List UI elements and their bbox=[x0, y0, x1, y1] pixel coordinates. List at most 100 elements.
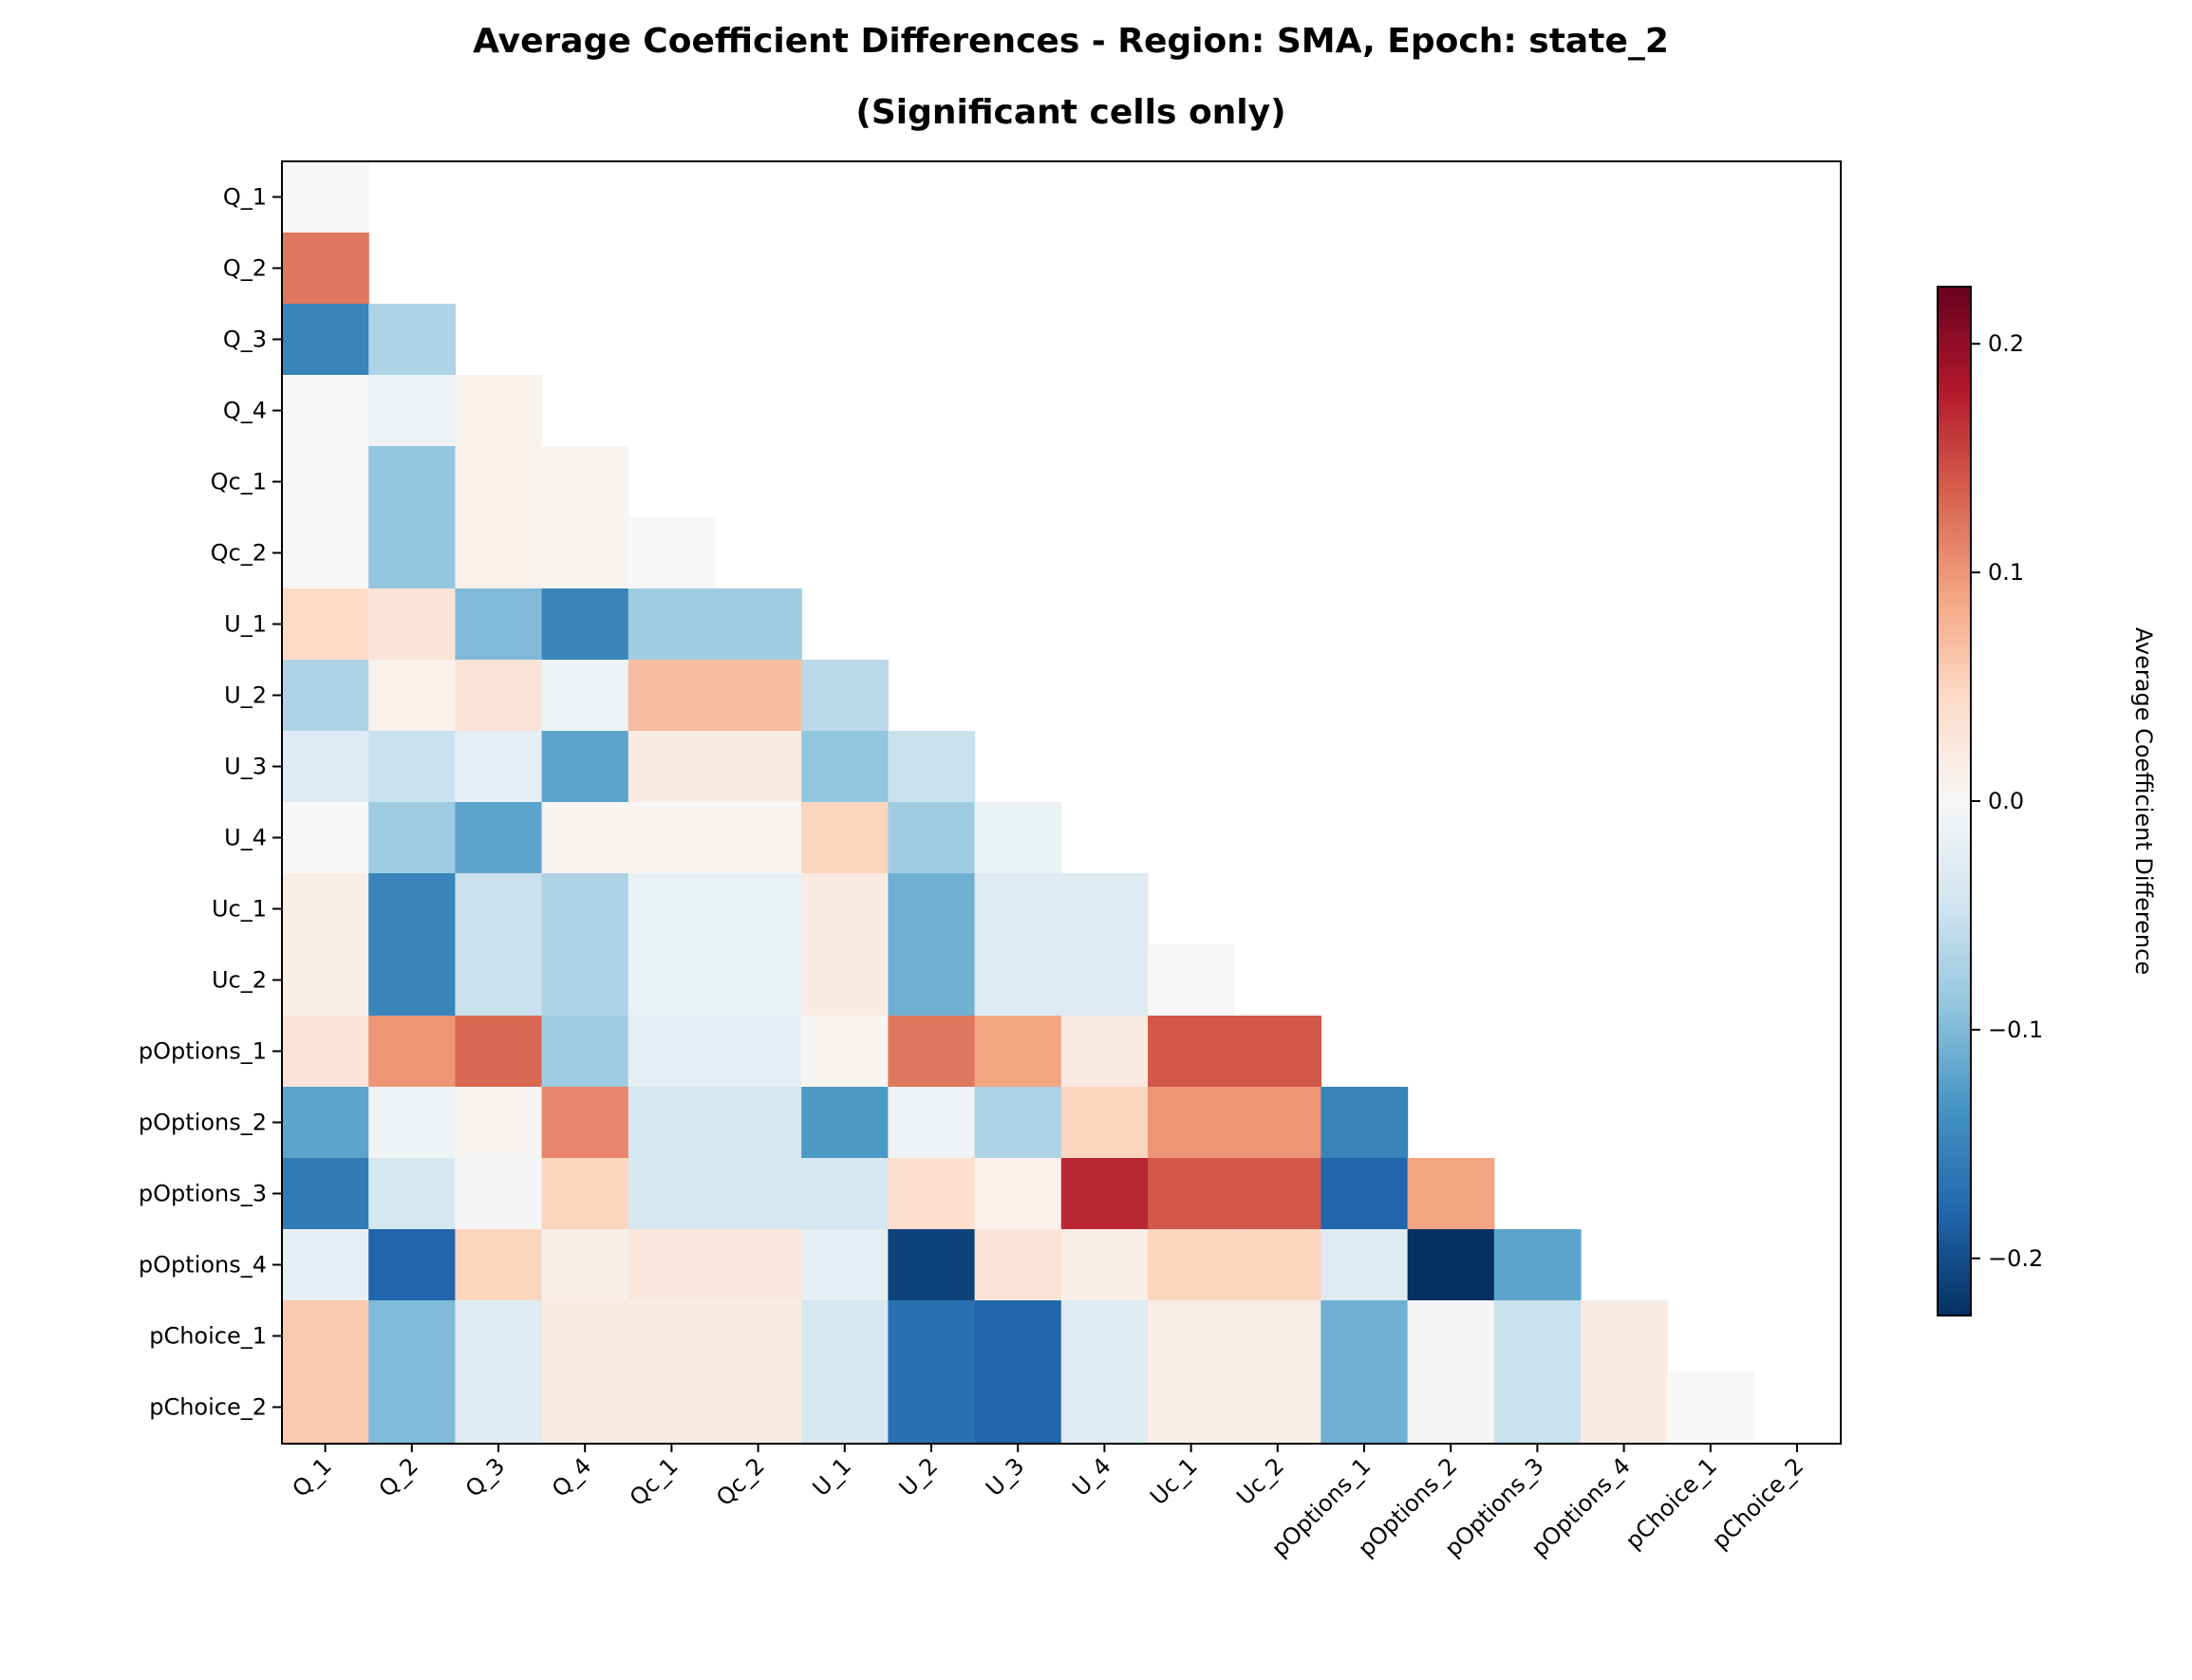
heatmap-cell-pOptions_2-Q_1 bbox=[282, 1087, 369, 1159]
heatmap-cell-Uc_2-Q_3 bbox=[455, 944, 543, 1017]
heatmap-cell-U_2-Q_1 bbox=[282, 660, 369, 732]
heatmap-cell-Uc_1-Qc_1 bbox=[628, 873, 716, 945]
heatmap-cell-Uc_1-U_4 bbox=[1060, 873, 1149, 945]
heatmap-cell-U_4-U_3 bbox=[974, 802, 1062, 874]
heatmap-cell-pChoice_2-pOptions_2 bbox=[1407, 1372, 1495, 1444]
heatmap-cell-pOptions_3-Q_2 bbox=[368, 1158, 456, 1230]
y-tick-label: Qc_1 bbox=[211, 469, 267, 495]
heatmap-cell-pChoice_2-Qc_2 bbox=[715, 1372, 802, 1444]
heatmap-cell-U_2-U_1 bbox=[801, 660, 889, 732]
x-axis: Q_1 Q_2 Q_3 Q_4 Qc_1 Qc_2 U_1 U_2 U_3 U_4 Uc_1 Uc_2… bbox=[287, 1443, 1808, 1562]
heatmap-cell-pOptions_1-U_4 bbox=[1060, 1016, 1149, 1088]
heatmap-cell-Uc_1-U_3 bbox=[974, 873, 1062, 945]
heatmap-cell-pChoice_2-Q_3 bbox=[455, 1372, 543, 1444]
heatmap-cell-pOptions_1-Q_2 bbox=[368, 1016, 456, 1088]
colorbar-label: Average Coefficient Difference bbox=[2130, 627, 2157, 975]
heatmap-cell-pOptions_2-Q_3 bbox=[455, 1087, 543, 1159]
x-tick-label: U_4 bbox=[1067, 1452, 1116, 1502]
x-tick-label: Q_4 bbox=[547, 1452, 596, 1502]
heatmap-cell-pOptions_3-pOptions_2 bbox=[1407, 1158, 1495, 1230]
heatmap-cell-pOptions_2-pOptions_1 bbox=[1321, 1087, 1409, 1159]
heatmap-cell-Uc_2-Uc_1 bbox=[1148, 944, 1235, 1017]
chart-title-line-1: Average Coefficient Differences - Region… bbox=[473, 22, 1669, 61]
heatmap-cell-pOptions_4-Uc_2 bbox=[1234, 1229, 1321, 1301]
heatmap-cell-pChoice_1-Q_3 bbox=[455, 1300, 543, 1372]
heatmap-cell-pChoice_1-U_4 bbox=[1060, 1300, 1149, 1372]
colorbar bbox=[1937, 286, 1972, 1316]
heatmap-cell-Uc_1-U_2 bbox=[888, 873, 976, 945]
heatmap-cell-pOptions_4-U_4 bbox=[1060, 1229, 1149, 1301]
heatmap-cell-pOptions_4-pOptions_1 bbox=[1321, 1229, 1409, 1301]
heatmap-cell-Uc_1-U_1 bbox=[801, 873, 889, 945]
heatmap-cell-pOptions_3-U_2 bbox=[888, 1158, 976, 1230]
heatmap-cell-U_2-Q_2 bbox=[368, 660, 456, 732]
heatmap-cell-Qc_1-Q_2 bbox=[368, 446, 456, 518]
heatmap-cell-pOptions_4-Q_1 bbox=[282, 1229, 369, 1301]
heatmap-cell-U_3-U_2 bbox=[888, 731, 976, 803]
heatmap-cell-Qc_2-Q_4 bbox=[541, 517, 629, 589]
heatmap-cell-Uc_2-U_1 bbox=[801, 944, 889, 1017]
y-tick-label: U_3 bbox=[224, 754, 267, 780]
heatmap-cell-pOptions_3-U_1 bbox=[801, 1158, 889, 1230]
y-tick-label: Qc_2 bbox=[211, 540, 267, 567]
x-tick-label: pChoice_1 bbox=[1621, 1452, 1722, 1554]
heatmap-cell-pChoice_2-U_2 bbox=[888, 1372, 976, 1444]
heatmap-cell-U_1-Q_4 bbox=[541, 588, 629, 661]
heatmap-cell-pChoice_1-Q_1 bbox=[282, 1300, 369, 1372]
heatmap-cell-pOptions_4-Qc_1 bbox=[628, 1229, 716, 1301]
heatmap-cell-U_2-Qc_2 bbox=[715, 660, 802, 732]
heatmap-cell-pOptions_4-Qc_2 bbox=[715, 1229, 802, 1301]
colorbar-tick-label: −0.1 bbox=[1988, 1017, 2043, 1043]
heatmap-cell-pOptions_2-U_2 bbox=[888, 1087, 976, 1159]
heatmap-cell-pOptions_4-Uc_1 bbox=[1148, 1229, 1235, 1301]
heatmap-cell-pOptions_3-Uc_1 bbox=[1148, 1158, 1235, 1230]
y-tick-label: Q_3 bbox=[223, 327, 267, 353]
heatmap-cell-U_3-Qc_1 bbox=[628, 731, 716, 803]
heatmap-cell-Qc_1-Q_3 bbox=[455, 446, 543, 518]
heatmap-cell-Q_3-Q_1 bbox=[282, 304, 369, 376]
heatmap-cell-pChoice_1-Qc_1 bbox=[628, 1300, 716, 1372]
heatmap-cell-pOptions_4-pOptions_2 bbox=[1407, 1229, 1495, 1301]
chart-title-line-2: (Significant cells only) bbox=[855, 93, 1285, 132]
y-tick-label: U_2 bbox=[224, 682, 267, 709]
heatmap-cell-pOptions_2-Qc_2 bbox=[715, 1087, 802, 1159]
heatmap-cell-pChoice_2-Q_2 bbox=[368, 1372, 456, 1444]
heatmap-cell-U_2-Q_4 bbox=[541, 660, 629, 732]
heatmap-cell-pOptions_3-Qc_1 bbox=[628, 1158, 716, 1230]
heatmap-cell-pChoice_1-U_3 bbox=[974, 1300, 1062, 1372]
heatmap-cell-pOptions_2-Q_2 bbox=[368, 1087, 456, 1159]
heatmap-cell-pChoice_2-Q_1 bbox=[282, 1372, 369, 1444]
heatmap-cell-pChoice_1-Qc_2 bbox=[715, 1300, 802, 1372]
heatmap-cell-pOptions_2-U_1 bbox=[801, 1087, 889, 1159]
heatmap-cell-pChoice_2-Q_4 bbox=[541, 1372, 629, 1444]
heatmap-cell-U_4-Q_1 bbox=[282, 802, 369, 874]
heatmap-cell-Qc_1-Q_1 bbox=[282, 446, 369, 518]
x-tick-label: U_1 bbox=[808, 1452, 857, 1502]
heatmap-cell-pOptions_3-pOptions_1 bbox=[1321, 1158, 1409, 1230]
y-tick-label: pOptions_3 bbox=[139, 1181, 267, 1207]
heatmap-cell-pOptions_1-Uc_2 bbox=[1234, 1016, 1321, 1088]
heatmap-cell-U_4-Q_2 bbox=[368, 802, 456, 874]
heatmap-cell-Q_4-Q_1 bbox=[282, 375, 369, 447]
heatmap-cell-U_1-Q_2 bbox=[368, 588, 456, 661]
heatmap-cell-pChoice_2-U_3 bbox=[974, 1372, 1062, 1444]
heatmap-cell-pOptions_3-Qc_2 bbox=[715, 1158, 802, 1230]
heatmap-cell-Uc_1-Q_1 bbox=[282, 873, 369, 945]
x-tick-label: Qc_1 bbox=[625, 1452, 684, 1511]
y-tick-label: U_1 bbox=[224, 611, 267, 638]
heatmap-cell-pOptions_1-Qc_1 bbox=[628, 1016, 716, 1088]
heatmap-cells bbox=[282, 161, 1754, 1444]
heatmap-cell-pOptions_1-Q_4 bbox=[541, 1016, 629, 1088]
heatmap-cell-Q_3-Q_2 bbox=[368, 304, 456, 376]
heatmap-cell-pChoice_1-pOptions_2 bbox=[1407, 1300, 1495, 1372]
y-tick-label: Q_1 bbox=[223, 184, 267, 211]
heatmap-cell-U_3-U_1 bbox=[801, 731, 889, 803]
x-tick-label: Qc_2 bbox=[711, 1452, 770, 1511]
y-axis: Q_1 Q_2 Q_3 Q_4 Qc_1 Qc_2 U_1 U_2 U_3 U_4 Uc_1 Uc_2… bbox=[139, 184, 282, 1421]
heatmap-cell-pChoice_1-Uc_2 bbox=[1234, 1300, 1321, 1372]
heatmap-cell-pOptions_4-U_2 bbox=[888, 1229, 976, 1301]
heatmap-cell-pOptions_1-U_1 bbox=[801, 1016, 889, 1088]
y-tick-label: pOptions_4 bbox=[139, 1252, 267, 1279]
heatmap-cell-Uc_1-Qc_2 bbox=[715, 873, 802, 945]
